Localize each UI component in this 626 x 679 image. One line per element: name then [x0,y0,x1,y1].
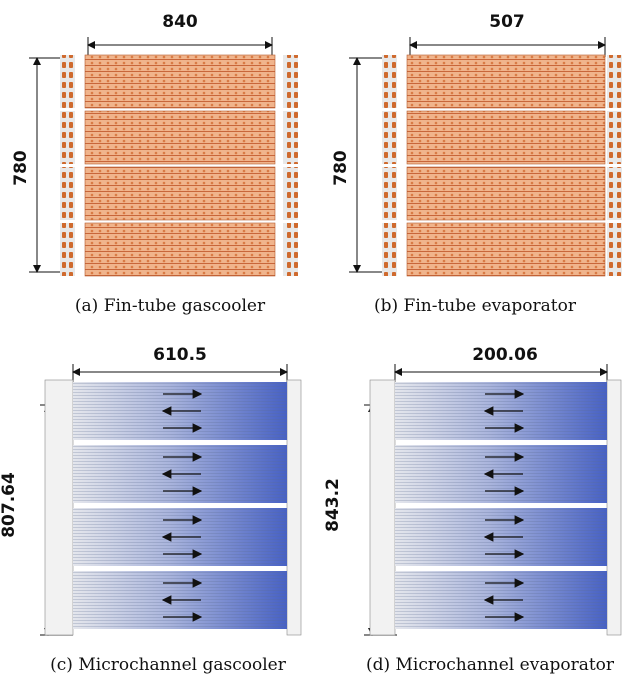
width-label: 200.06 [472,345,538,365]
diagram-layer [29,37,622,636]
fin-block [406,54,606,109]
header [44,379,74,636]
tube-column [283,111,298,164]
caption: (c) Microchannel gascooler [50,655,287,675]
caption: (a) Fin-tube gascooler [75,296,266,316]
fin-block [84,166,276,221]
header [286,379,302,636]
tube-column [283,167,298,220]
fin-block [84,110,276,165]
tube-column [60,55,75,108]
tube-column [382,223,397,276]
header [606,379,622,636]
fin-block [406,222,606,277]
fin-block [406,110,606,165]
width-label: 507 [489,12,525,32]
tube-column [60,167,75,220]
fin-block [84,54,276,109]
tube-column [607,55,622,108]
height-label: 843.2 [323,478,343,532]
width-label: 610.5 [153,345,207,365]
tube-column [607,111,622,164]
fin-block [84,222,276,277]
tube-column [382,167,397,220]
caption: (b) Fin-tube evaporator [374,296,577,316]
caption: (d) Microchannel evaporator [366,655,615,675]
fin-block [406,166,606,221]
tube-column [382,55,397,108]
tube-column [60,111,75,164]
tube-column [382,111,397,164]
tube-column [283,55,298,108]
tube-column [607,167,622,220]
width-label: 840 [162,12,198,32]
height-label: 780 [11,150,31,186]
tube-column [607,223,622,276]
tube-column [60,223,75,276]
tube-column [283,223,298,276]
height-label: 807.64 [0,472,19,538]
height-label: 780 [331,150,351,186]
header [369,379,396,636]
